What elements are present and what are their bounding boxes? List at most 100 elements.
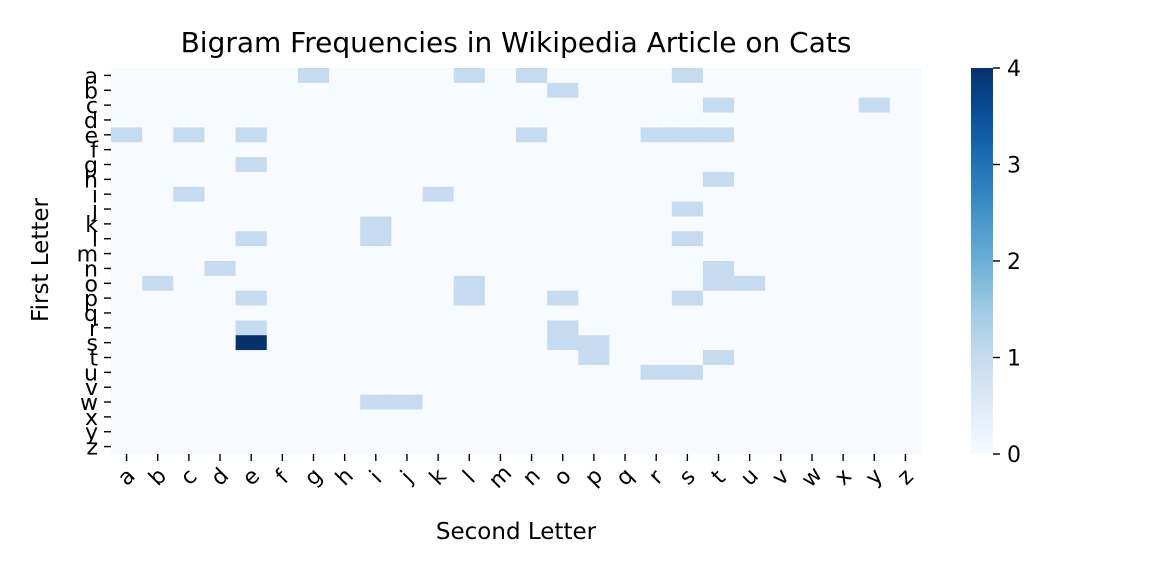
heatmap-cell-ni [360, 261, 392, 277]
heatmap-cell-dp [578, 112, 611, 128]
heatmap-cell-wy [858, 394, 891, 411]
heatmap-cell-gy [858, 157, 891, 173]
heatmap-cell-wh [329, 394, 361, 411]
heatmap-cell-rj [391, 320, 424, 336]
heatmap-cell-do [547, 112, 579, 128]
heatmap-cell-nu [734, 261, 766, 277]
heatmap-cell-mt [702, 246, 735, 262]
heatmap-cell-ct [702, 97, 735, 114]
heatmap-cell-mh [329, 246, 361, 262]
heatmap-cell-qi [360, 305, 392, 321]
heatmap-cell-aa [111, 68, 143, 84]
heatmap-cell-vj [391, 379, 424, 396]
heatmap-cell-hs [671, 171, 704, 188]
heatmap-cell-co [547, 97, 579, 114]
heatmap-cell-cn [516, 97, 548, 114]
heatmap-cell-xo [547, 409, 579, 425]
heatmap-cell-pc [173, 290, 206, 307]
heatmap-cell-nk [422, 261, 455, 277]
heatmap-cell-dt [702, 112, 735, 128]
heatmap-cell-fi [360, 142, 392, 158]
y-tick-label-m: m [77, 243, 98, 268]
heatmap-cell-gr [640, 157, 673, 173]
heatmap-cell-oy [858, 275, 891, 292]
heatmap-cell-zo [547, 439, 579, 455]
heatmap-cell-wd [204, 394, 237, 411]
heatmap-cell-vm [484, 379, 517, 396]
heatmap-cell-ik [422, 186, 455, 203]
heatmap-cell-op [578, 275, 611, 292]
heatmap-cell-bp [578, 82, 611, 99]
heatmap-cell-sh [329, 335, 361, 351]
heatmap-cell-fd [204, 142, 237, 158]
heatmap-cell-by [858, 82, 891, 99]
heatmap-cell-la [111, 231, 143, 247]
heatmap-cell-uk [422, 364, 455, 381]
heatmap-cell-em [484, 127, 517, 143]
heatmap-cell-ml [453, 246, 486, 262]
heatmap-cell-pk [422, 290, 455, 307]
x-axis-label: Second Letter [436, 519, 597, 545]
heatmap-cell-zg [297, 439, 330, 455]
x-tick-label-k: k [425, 464, 452, 491]
heatmap-cell-ul [453, 364, 486, 381]
heatmap-cell-xa [111, 409, 143, 425]
heatmap-cell-km [484, 216, 517, 232]
heatmap-cell-hh [329, 171, 361, 188]
heatmap-cell-je [235, 201, 268, 218]
heatmap-cell-fh [329, 142, 361, 158]
heatmap-cell-ka [111, 216, 143, 232]
heatmap-cell-pw [796, 290, 829, 307]
heatmap-cell-sc [173, 335, 206, 351]
heatmap-cell-rb [142, 320, 174, 336]
heatmap-cell-os [671, 275, 704, 292]
heatmap-cell-jz [889, 201, 922, 218]
heatmap-cell-ov [765, 275, 797, 292]
heatmap-cells [111, 68, 922, 455]
heatmap-cell-re [235, 320, 268, 336]
heatmap-cell-wt [702, 394, 735, 411]
heatmap-cell-yv [765, 424, 797, 440]
heatmap-cell-bs [671, 82, 704, 99]
x-tick-label-g: g [300, 464, 328, 492]
heatmap-cell-ss [671, 335, 704, 351]
heatmap-cell-yl [453, 424, 486, 440]
heatmap-cell-sa [111, 335, 143, 351]
heatmap-cell-oc [173, 275, 206, 292]
heatmap-cell-pn [516, 290, 548, 307]
heatmap-cell-te [235, 350, 268, 366]
heatmap-cell-so [547, 335, 579, 351]
heatmap-cell-ie [235, 186, 268, 203]
heatmap-cell-ee [235, 127, 268, 143]
heatmap-cell-yb [142, 424, 174, 440]
heatmap-cell-yg [297, 424, 330, 440]
heatmap-cell-ew [796, 127, 829, 143]
heatmap-cell-zb [142, 439, 174, 455]
heatmap-cell-kt [702, 216, 735, 232]
heatmap-cell-zm [484, 439, 517, 455]
heatmap-cell-vw [796, 379, 829, 396]
heatmap-cell-rn [516, 320, 548, 336]
colorbar-tick-label-0: 0 [1007, 443, 1021, 468]
heatmap-cell-is [671, 186, 704, 203]
heatmap-cell-jw [796, 201, 829, 218]
heatmap-cell-ck [422, 97, 455, 114]
heatmap-cell-ek [422, 127, 455, 143]
heatmap-cell-ip [578, 186, 611, 203]
heatmap-cell-gs [671, 157, 704, 173]
heatmap-cell-ba [111, 82, 143, 99]
heatmap-cell-kw [796, 216, 829, 232]
heatmap-cell-hw [796, 171, 829, 188]
heatmap-cell-at [702, 68, 735, 84]
heatmap-cell-lt [702, 231, 735, 247]
heatmap-cell-ce [235, 97, 268, 114]
heatmap-cell-sb [142, 335, 174, 351]
heatmap-cell-as [671, 68, 704, 84]
heatmap-cell-el [453, 127, 486, 143]
heatmap-cell-zt [702, 439, 735, 455]
heatmap-cell-uv [765, 364, 797, 381]
heatmap-cell-yk [422, 424, 455, 440]
chart-title: Bigram Frequencies in Wikipedia Article … [181, 26, 852, 59]
heatmap-cell-jh [329, 201, 361, 218]
